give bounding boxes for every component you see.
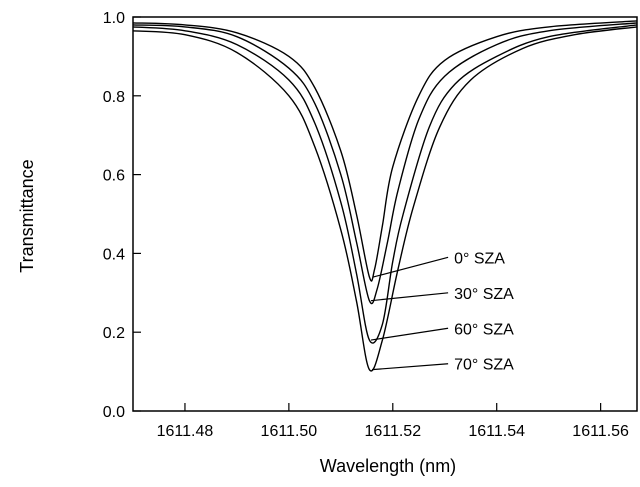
- annotation-leader-line: [371, 363, 449, 371]
- x-tick-label: 1611.52: [364, 423, 421, 440]
- y-tick-label: 0.2: [103, 325, 125, 342]
- annotation-leader-line: [372, 256, 449, 278]
- x-axis-title: Wavelength (nm): [320, 456, 456, 476]
- y-tick-label: 0.0: [103, 404, 125, 421]
- x-tick-label: 1611.56: [572, 423, 629, 440]
- series-line-4: [132, 26, 638, 372]
- annotation-label: 70° SZA: [454, 357, 514, 374]
- axes: 1611.48 1611.50 1611.52 1611.54 1611.56 0.0 0.…: [103, 10, 638, 440]
- annotation-label: 60° SZA: [454, 321, 514, 338]
- y-tick-label: 0.4: [103, 246, 125, 263]
- x-tick-label: 1611.54: [468, 423, 525, 440]
- annotation-leader-line: [370, 327, 449, 341]
- x-tick-label: 1611.48: [157, 423, 214, 440]
- annotation-label: 30° SZA: [454, 286, 514, 303]
- annotation-leader-line: [370, 292, 449, 302]
- plot-frame: [132, 16, 638, 412]
- y-axis-title: Transmittance: [17, 159, 37, 272]
- y-tick-label: 0.8: [103, 89, 125, 106]
- series-line-3: [132, 24, 638, 344]
- annotation-label: 0° SZA: [454, 250, 505, 267]
- annotation-layer: 0° SZA 30° SZA 60° SZA 70° SZA: [370, 250, 514, 374]
- series-line-1: [132, 20, 638, 282]
- x-tick-label: 1611.50: [261, 423, 318, 440]
- y-tick-label: 1.0: [103, 10, 125, 27]
- y-tick-label: 0.6: [103, 168, 125, 185]
- series-line-2: [132, 22, 638, 305]
- series-layer: [132, 20, 638, 372]
